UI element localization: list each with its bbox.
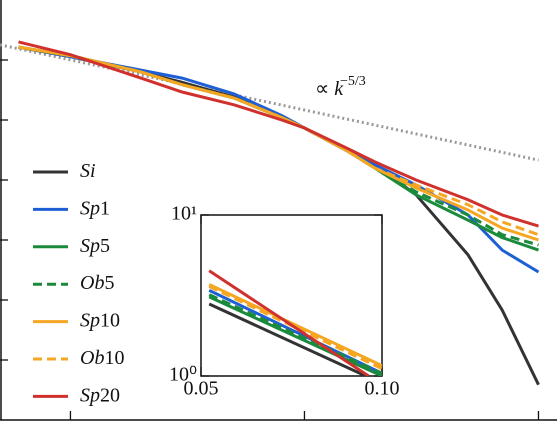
x-tick-label: 0.05 <box>184 378 219 400</box>
legend-label: Sp5 <box>80 234 110 256</box>
annotation-exponent: −5/3 <box>340 74 366 89</box>
y-tick-label: 10¹ <box>171 203 197 225</box>
series-line <box>208 269 370 376</box>
series-line <box>208 302 367 376</box>
series-line <box>208 295 382 376</box>
series-line <box>208 285 382 371</box>
legend-label: Sp10 <box>80 309 120 331</box>
x-tick-label: 0.10 <box>365 378 400 400</box>
series-line <box>208 293 382 375</box>
y-tick-label: 10⁰ <box>169 364 197 386</box>
legend-label: Si <box>80 160 96 182</box>
legend-label: Ob5 <box>80 272 114 294</box>
plot-area <box>208 269 382 376</box>
annotation: ∝ k <box>315 78 344 100</box>
reference-line <box>0 43 539 162</box>
legend-label: Sp20 <box>80 384 120 406</box>
series-line <box>18 40 539 228</box>
legend-label: Sp1 <box>80 197 110 219</box>
series-line <box>208 283 382 367</box>
plot-area <box>0 40 540 386</box>
legend-label: Ob10 <box>80 347 124 369</box>
